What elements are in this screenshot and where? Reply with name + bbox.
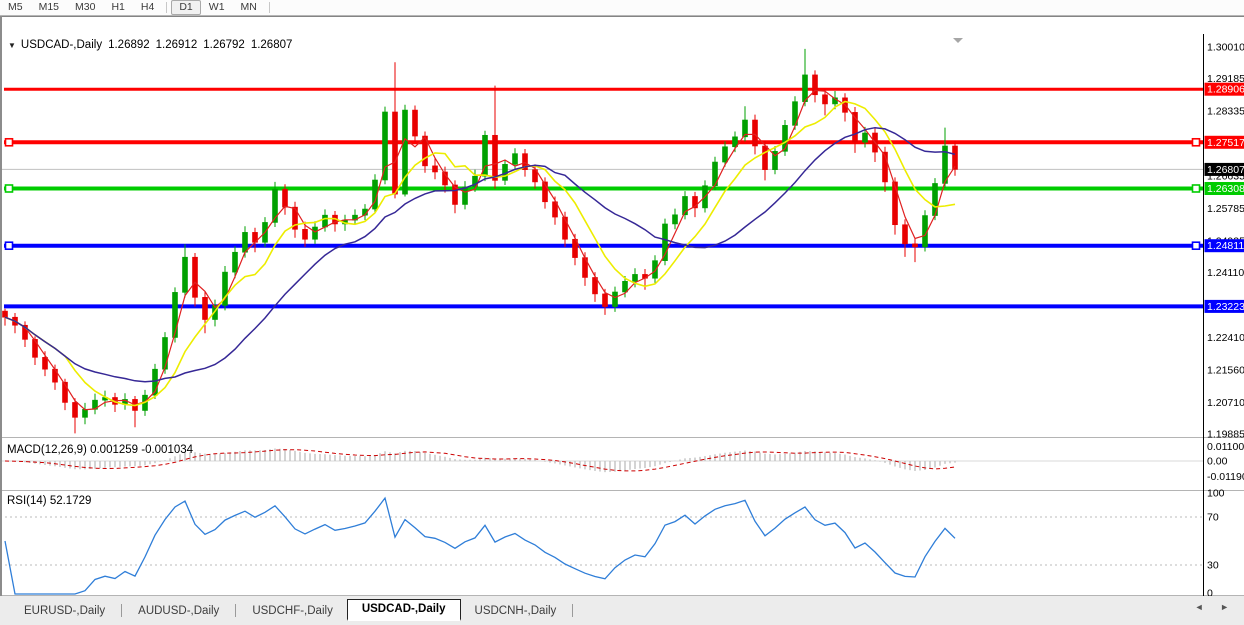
price-axis[interactable]: 1.300101.291851.283351.266351.257851.249… <box>0 34 1244 611</box>
timeframe-button-w1[interactable]: W1 <box>208 1 225 13</box>
price-tick: 1.22410 <box>1207 332 1244 344</box>
timeframe-button-h1[interactable]: H1 <box>111 1 125 13</box>
price-tick: 1.25785 <box>1207 203 1244 215</box>
rsi-tick: 30 <box>1207 560 1219 572</box>
hline-1.26308[interactable] <box>4 184 1203 193</box>
hline-handle[interactable] <box>1191 137 1201 147</box>
ohlc-close: 1.26807 <box>250 39 293 51</box>
tab-usdcad-daily[interactable]: USDCAD-,Daily <box>346 599 461 621</box>
price-label-box <box>1204 239 1244 253</box>
price-label-box-text: 1.27517 <box>1207 137 1244 149</box>
price-label-box <box>1204 135 1244 149</box>
chart-tabs-bar: EURUSD-,Daily AUDUSD-,Daily USDCHF-,Daily U… <box>0 596 1244 625</box>
timeframe-button-h4[interactable]: H4 <box>140 1 155 13</box>
tab-separator <box>572 604 574 617</box>
candles-layer[interactable] <box>2 48 958 434</box>
rsi-label: RSI(14) 52.1729 <box>7 495 92 507</box>
chart-plot[interactable]: 1.300101.291851.283351.266351.257851.249… <box>0 33 1244 611</box>
timeframe-toolbar: M5 M15 M30 H1 H4 D1 W1 MN <box>0 0 1244 16</box>
price-label-box <box>1204 181 1244 195</box>
toolbar-separator <box>166 2 168 13</box>
rsi-panel[interactable] <box>4 496 956 595</box>
tab-scroll-left-icon[interactable]: ◄ <box>1194 602 1204 612</box>
macd-panel[interactable] <box>4 448 956 473</box>
price-label-box-text: 1.28906 <box>1207 84 1244 96</box>
timeframe-button-m15[interactable]: M15 <box>38 1 60 13</box>
ma-slow <box>4 126 956 383</box>
macd-tick: 0.00 <box>1207 456 1228 468</box>
price-tick: 1.24110 <box>1207 267 1244 279</box>
tab-separator <box>235 604 237 617</box>
tab-usdchf-daily[interactable]: USDCHF-,Daily <box>252 605 333 617</box>
ohlc-high: 1.26912 <box>155 39 198 51</box>
price-tick: 1.28335 <box>1207 106 1244 118</box>
ohlc-low: 1.26792 <box>203 39 245 51</box>
ma-medium <box>4 100 956 407</box>
timeframe-button-mn[interactable]: MN <box>240 1 257 13</box>
chart-title[interactable]: ▼ USDCAD-,Daily 1.26892 1.26912 1.26792 1.268… <box>8 39 292 51</box>
toolbar-separator <box>268 2 270 13</box>
price-label-box-text: 1.23223 <box>1207 301 1244 313</box>
tab-eurusd-daily[interactable]: EURUSD-,Daily <box>24 605 106 617</box>
tab-separator <box>121 604 123 617</box>
hline-handle[interactable] <box>1191 241 1201 251</box>
price-tick: 1.19885 <box>1207 428 1244 440</box>
price-label-box <box>1204 162 1244 176</box>
chart-tabs: EURUSD-,Daily AUDUSD-,Daily USDCHF-,Daily U… <box>10 599 575 621</box>
moving-averages-layer <box>4 89 956 411</box>
panel-dividers <box>0 437 1244 596</box>
symbol-label: USDCAD-,Daily <box>20 39 103 51</box>
price-label-box-text: 1.26807 <box>1207 164 1244 176</box>
price-label-box <box>1204 82 1244 96</box>
chevron-down-icon[interactable]: ▼ <box>8 41 16 50</box>
chart-window[interactable]: 1.300101.291851.283351.266351.257851.249… <box>0 16 1244 611</box>
price-label-box-text: 1.24811 <box>1207 240 1244 252</box>
timeframe-button-m5[interactable]: M5 <box>8 1 23 13</box>
rsi-tick: 70 <box>1207 512 1219 524</box>
hline-handle[interactable] <box>1191 184 1201 193</box>
window-left-edge <box>0 16 2 625</box>
price-tick: 1.21560 <box>1207 364 1244 376</box>
price-tick: 1.29185 <box>1207 73 1244 85</box>
ohlc-open: 1.26892 <box>108 39 150 51</box>
macd-label: MACD(12,26,9) 0.001259 -0.001034 <box>7 444 194 456</box>
timeframe-button-d1[interactable]: D1 <box>171 0 201 15</box>
hline-1.24811[interactable] <box>4 241 1203 251</box>
tab-audusd-daily[interactable]: AUDUSD-,Daily <box>138 605 220 617</box>
rsi-tick: 0 <box>1207 588 1213 600</box>
rsi-tick: 100 <box>1207 488 1225 500</box>
macd-tick: -0.01190 <box>1207 471 1244 483</box>
macd-tick: 0.011009 <box>1207 441 1244 453</box>
ma-fast <box>4 89 956 411</box>
shift-marker-icon[interactable] <box>953 38 963 43</box>
price-tick: 1.30010 <box>1207 42 1244 54</box>
price-label-box-text: 1.26308 <box>1207 183 1244 195</box>
hline-handle[interactable] <box>4 137 14 147</box>
price-tick: 1.20710 <box>1207 397 1244 409</box>
price-label-box <box>1204 299 1244 313</box>
hline-handle[interactable] <box>4 241 14 251</box>
hline-handle[interactable] <box>4 184 14 193</box>
hline-1.27517[interactable] <box>4 137 1203 147</box>
timeframe-button-m30[interactable]: M30 <box>75 1 96 13</box>
tab-usdcnh-daily[interactable]: USDCNH-,Daily <box>474 605 557 617</box>
tab-scroll-right-icon[interactable]: ► <box>1220 602 1229 612</box>
